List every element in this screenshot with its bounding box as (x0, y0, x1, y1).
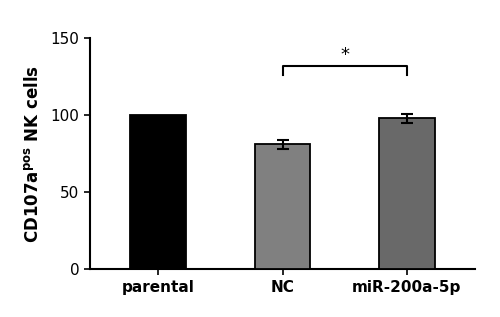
Text: *: * (340, 46, 349, 64)
Bar (379, 118, 434, 269)
Bar (254, 145, 310, 269)
Y-axis label: CD107a$^{\mathregular{pos}}$ NK cells: CD107a$^{\mathregular{pos}}$ NK cells (24, 65, 42, 243)
Bar (130, 115, 186, 269)
